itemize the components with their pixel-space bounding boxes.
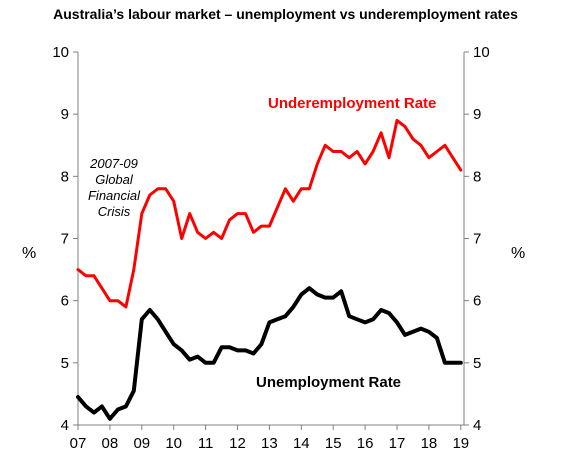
unemployment-series-line: [76, 286, 463, 421]
y-tick-label-right: 4: [473, 417, 481, 434]
x-tick-label: 18: [421, 435, 438, 452]
x-tick-label: 16: [357, 435, 374, 452]
x-tick-label: 15: [325, 435, 342, 452]
y-tick-label-right: 9: [473, 106, 481, 123]
x-tick-label: 10: [165, 435, 182, 452]
gfc-annotation-line-2: Global: [95, 172, 134, 187]
y-tick-label-left: 6: [61, 293, 69, 310]
y-axis-unit-left: %: [22, 245, 36, 262]
x-tick-label: 19: [452, 435, 469, 452]
x-tick-label: 08: [102, 435, 119, 452]
y-tick-label-right: 6: [473, 293, 481, 310]
unemployment-label: Unemployment Rate: [256, 374, 401, 391]
gfc-annotation-line-1: 2007-09: [89, 156, 138, 171]
y-tick-label-left: 9: [61, 106, 69, 123]
y-tick-label-left: 7: [61, 231, 69, 248]
x-tick-label: 17: [389, 435, 406, 452]
gfc-annotation-line-4: Crisis: [98, 204, 131, 219]
x-tick-label: 12: [229, 435, 246, 452]
x-tick-label: 14: [293, 435, 310, 452]
y-tick-label-right: 8: [473, 168, 481, 185]
y-tick-label-left: 10: [52, 44, 69, 61]
y-tick-label-right: 5: [473, 355, 481, 372]
x-tick-label: 11: [198, 435, 214, 452]
x-tick-label: 13: [261, 435, 278, 452]
y-tick-label-left: 8: [61, 168, 69, 185]
chart-title: Australia’s labour market – unemployment…: [53, 6, 518, 22]
x-tick-label: 09: [133, 435, 150, 452]
underemployment-label: Underemployment Rate: [268, 95, 436, 112]
y-axis-unit-right: %: [511, 245, 525, 262]
x-tick-label: 07: [70, 435, 87, 452]
underemployment-series-line: [76, 118, 463, 309]
y-tick-label-left: 4: [61, 417, 69, 434]
y-tick-label-left: 5: [61, 355, 69, 372]
y-tick-label-right: 10: [473, 44, 490, 61]
gfc-annotation-line-3: Financial: [88, 188, 141, 203]
y-tick-label-right: 7: [473, 231, 481, 248]
